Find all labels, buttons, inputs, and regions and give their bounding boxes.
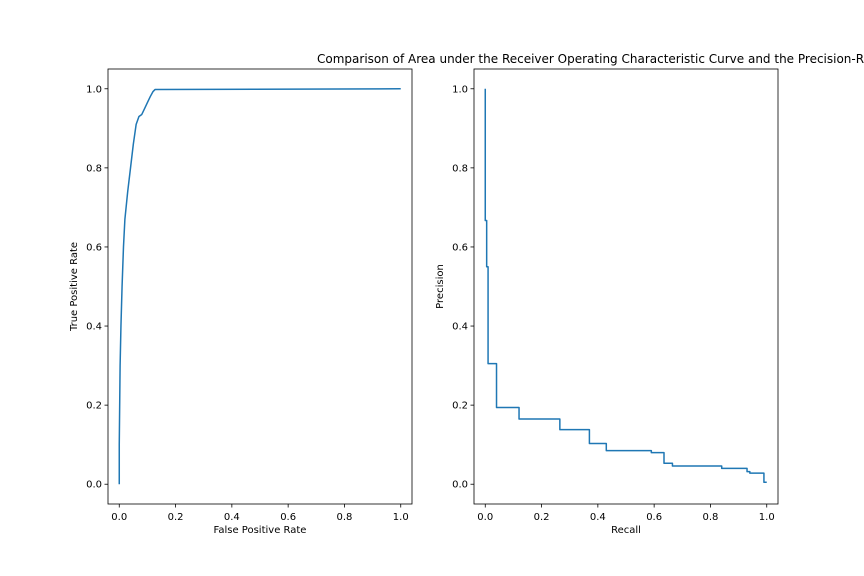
roc-x-tick-label: 0.8 [336,512,352,523]
pr-axes-frame [473,68,779,505]
roc-y-tick-label: 1.0 [86,84,102,95]
chart-title: Comparison of Area under the Receiver Op… [317,52,864,66]
pr-y-tick-label: 0.4 [452,322,468,333]
pr-x-tick-label: 0.8 [702,512,718,523]
roc-y-tick-label: 0.2 [86,401,102,412]
roc-x-tick-label: 0.2 [168,512,184,523]
pr-x-axis-label: Recall [611,525,641,536]
roc-y-tick-label: 0.4 [86,322,102,333]
roc-panel: 0.0 0.2 0.4 0.6 0.8 1.0 0.0 0.2 0.4 0.6 0.8 1.0 Fals… [69,68,413,536]
pr-y-tick-label: 0.2 [452,401,468,412]
pr-x-tick-label: 0.6 [646,512,662,523]
roc-x-tick-label: 0.4 [224,512,240,523]
roc-axes-frame [107,68,413,505]
roc-x-tick-label: 0.0 [111,512,127,523]
pr-x-tick-label: 0.2 [534,512,550,523]
pr-y-axis-label: Precision [435,264,446,309]
roc-y-tick-label: 0.0 [86,480,102,491]
roc-x-tick-label: 0.6 [280,512,296,523]
roc-y-tick-label: 0.6 [86,242,102,253]
roc-x-tick-label: 1.0 [393,512,409,523]
pr-x-tick-label: 1.0 [759,512,775,523]
precision-recall-panel: 0.0 0.2 0.4 0.6 0.8 1.0 0.0 0.2 0.4 0.6 0.8 1.0 Reca… [435,68,779,536]
pr-y-tick-label: 0.0 [452,480,468,491]
roc-y-axis-label: True Positive Rate [69,242,80,332]
roc-series-line [118,88,401,485]
roc-y-tick-label: 0.8 [86,163,102,174]
pr-y-tick-label: 0.6 [452,242,468,253]
pr-x-tick-label: 0.4 [590,512,606,523]
roc-x-axis-label: False Positive Rate [214,525,307,536]
pr-y-tick-label: 0.8 [452,163,468,174]
pr-x-tick-label: 0.0 [477,512,493,523]
pr-y-tick-label: 1.0 [452,84,468,95]
pr-series-line [484,88,767,483]
